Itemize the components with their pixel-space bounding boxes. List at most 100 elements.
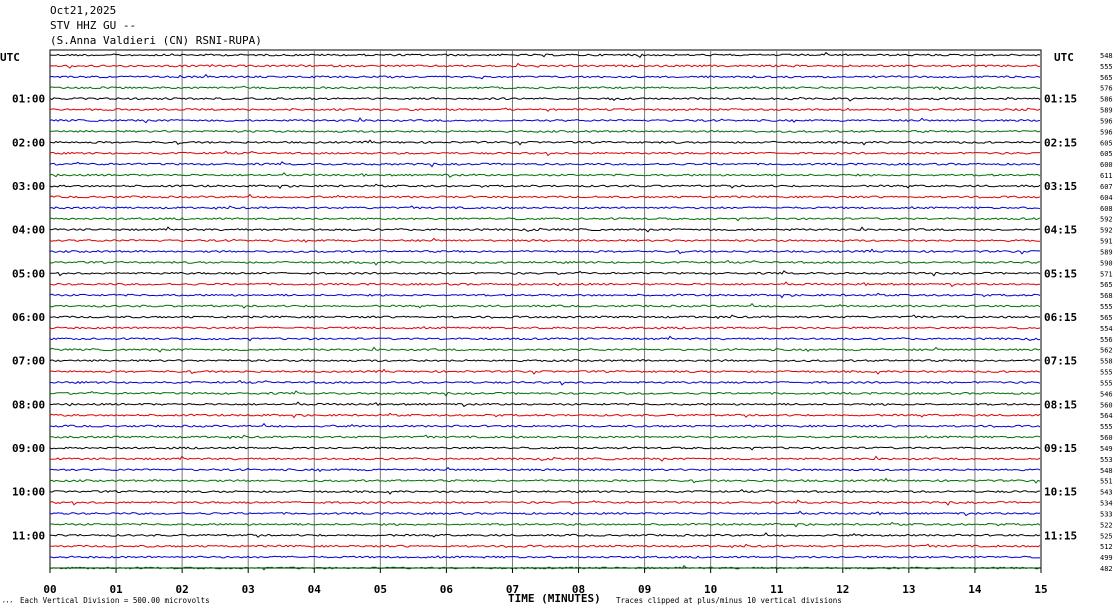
trace-right-value: 605 — [1100, 150, 1113, 158]
trace-right-value: 600 — [1100, 161, 1113, 169]
trace-right-value: 534 — [1100, 500, 1113, 508]
trace-right-value: 546 — [1100, 390, 1113, 398]
trace-right-value: 608 — [1100, 205, 1113, 213]
seismic-trace — [49, 248, 1041, 255]
trace-right-value: 576 — [1100, 85, 1113, 93]
hour-label-left: 04:00 — [12, 224, 45, 237]
trace-right-value: 555 — [1100, 63, 1113, 71]
trace-right-value: 543 — [1100, 489, 1113, 497]
vertical-grid — [115, 50, 976, 568]
trace-right-value: 525 — [1100, 532, 1113, 540]
seismic-trace — [49, 390, 1041, 397]
seismic-trace — [49, 422, 1041, 428]
seismic-trace — [49, 237, 1041, 243]
trace-right-value: 607 — [1100, 183, 1113, 191]
hour-label-right: 11:15 — [1044, 529, 1077, 542]
corner-mark: ’’’ — [2, 601, 13, 608]
trace-right-value: 499 — [1100, 554, 1113, 562]
hour-label-left: 09:00 — [12, 442, 45, 455]
trace-right-value: 596 — [1100, 128, 1113, 136]
trace-right-value: 589 — [1100, 248, 1113, 256]
trace-right-value: 553 — [1100, 456, 1113, 464]
trace-right-value: 555 — [1100, 379, 1113, 387]
seismic-trace — [49, 183, 1041, 190]
hour-label-right: 03:15 — [1044, 180, 1077, 193]
hour-label-right: 01:15 — [1044, 93, 1077, 106]
x-tick-label: 06 — [440, 583, 454, 596]
hour-label-right: 02:15 — [1044, 136, 1077, 149]
x-tick-label: 11 — [770, 583, 784, 596]
seismic-trace — [49, 521, 1041, 528]
hour-label-left: 01:00 — [12, 93, 45, 106]
x-tick-label: 03 — [242, 583, 255, 596]
trace-right-value: 555 — [1100, 369, 1113, 377]
trace-right-value: 533 — [1100, 510, 1113, 518]
trace-right-value: 592 — [1100, 216, 1113, 224]
x-tick-label: 04 — [308, 583, 322, 596]
seismic-trace — [49, 455, 1041, 462]
trace-right-value: 564 — [1100, 412, 1113, 420]
header-location: (S.Anna Valdieri (CN) RSNI-RUPA) — [50, 34, 262, 47]
x-tick-label: 13 — [902, 583, 915, 596]
seismic-trace — [49, 564, 1041, 571]
seismic-trace — [49, 314, 1041, 320]
plot-frame — [49, 49, 1042, 569]
seismic-trace — [49, 302, 1041, 309]
seismic-trace — [49, 205, 1041, 210]
trace-right-value: 522 — [1100, 521, 1113, 529]
hour-label-right: 07:15 — [1044, 355, 1077, 368]
seismic-trace — [49, 466, 1041, 473]
seismic-trace — [49, 532, 1041, 538]
seismic-trace — [49, 346, 1041, 353]
trace-right-value: 586 — [1100, 96, 1113, 104]
trace-right-value: 605 — [1100, 139, 1113, 147]
x-tick-label: 14 — [968, 583, 982, 596]
seismic-trace — [50, 555, 1041, 559]
hour-label-left: 08:00 — [12, 398, 45, 411]
trace-right-value: 611 — [1100, 172, 1113, 180]
seismic-trace — [49, 401, 1041, 408]
trace-right-value: 555 — [1100, 423, 1113, 431]
hour-label-right: 05:15 — [1044, 267, 1077, 280]
seismic-trace — [49, 129, 1041, 133]
right-axis-utc-label: UTC — [1054, 51, 1074, 64]
header-station: STV HHZ GU -- — [50, 19, 137, 32]
left-axis-utc-label: UTC — [0, 51, 20, 64]
trace-right-value: 512 — [1100, 543, 1113, 551]
seismic-trace — [49, 477, 1041, 484]
seismic-trace — [49, 62, 1040, 69]
seismic-trace — [49, 139, 1041, 146]
x-tick-label: 02 — [176, 583, 189, 596]
x-tick-label: 15 — [1034, 583, 1047, 596]
hour-label-right: 06:15 — [1044, 311, 1077, 324]
seismic-trace — [49, 172, 1041, 178]
seismic-trace — [49, 259, 1041, 266]
x-tick-label: 10 — [704, 583, 717, 596]
x-tick-label: 01 — [109, 583, 123, 596]
trace-right-value: 590 — [1100, 259, 1113, 267]
seismic-trace — [49, 325, 1041, 330]
x-tick-label: 05 — [374, 583, 387, 596]
hour-label-left: 07:00 — [12, 355, 45, 368]
x-tick-label: 07 — [506, 583, 519, 596]
seismic-trace — [49, 161, 1041, 168]
trace-right-value: 548 — [1100, 467, 1113, 475]
hour-label-left: 10:00 — [12, 486, 45, 499]
seismic-trace — [49, 292, 1041, 299]
seismic-trace — [49, 434, 1041, 440]
header-date: Oct21,2025 — [50, 4, 117, 17]
trace-right-value: 548 — [1100, 52, 1113, 60]
hour-label-right: 08:15 — [1044, 398, 1077, 411]
hour-label-left: 05:00 — [12, 267, 45, 280]
hour-label-left: 11:00 — [12, 529, 45, 542]
trace-right-value: 549 — [1100, 445, 1113, 453]
seismic-trace — [50, 543, 1041, 549]
trace-right-value: 592 — [1100, 227, 1113, 235]
seismic-trace — [49, 150, 1040, 157]
hour-label-left: 02:00 — [12, 136, 45, 149]
x-tick-label: 08 — [572, 583, 585, 596]
trace-right-value: 589 — [1100, 107, 1113, 115]
seismic-trace — [49, 412, 1041, 419]
hour-label-right: 09:15 — [1044, 442, 1077, 455]
trace-right-value: 482 — [1100, 565, 1113, 573]
